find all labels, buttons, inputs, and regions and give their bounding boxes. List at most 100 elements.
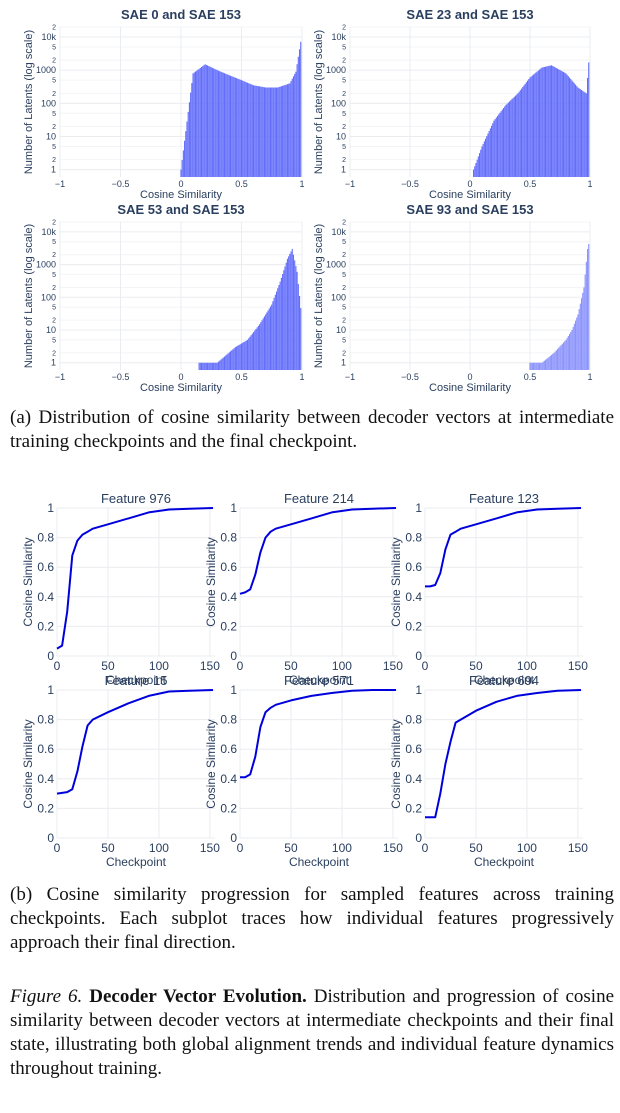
histogram-bar bbox=[205, 64, 207, 177]
histogram-bar bbox=[492, 123, 494, 177]
histogram-bar bbox=[535, 72, 537, 177]
histogram-bar bbox=[193, 72, 195, 177]
histogram-bar bbox=[581, 89, 583, 177]
histogram-bar bbox=[286, 84, 288, 177]
histogram-bar bbox=[242, 342, 244, 370]
y-tick-label: 1 bbox=[47, 683, 54, 697]
x-axis-label: Checkpoint bbox=[106, 673, 167, 687]
histogram-bar bbox=[181, 160, 183, 177]
minor-tick-label: 5 bbox=[52, 44, 56, 51]
histogram-bar bbox=[539, 362, 541, 370]
histogram-bar bbox=[250, 84, 252, 177]
histogram-bar bbox=[204, 362, 206, 370]
histogram-bar bbox=[200, 67, 203, 177]
histogram-bar bbox=[245, 340, 247, 370]
histogram-bar bbox=[283, 270, 285, 370]
histogram-bar bbox=[510, 100, 512, 177]
histogram-bar bbox=[297, 56, 299, 177]
histogram-bar bbox=[294, 260, 296, 370]
histogram-bar bbox=[485, 138, 487, 177]
histogram-bar bbox=[252, 85, 255, 177]
histogram-bar bbox=[298, 49, 301, 177]
histogram-bar bbox=[232, 76, 234, 177]
histogram-bar bbox=[545, 359, 547, 370]
y-axis-label: Cosine Similarity bbox=[389, 719, 403, 808]
histogram-bar bbox=[274, 294, 276, 370]
y-tick-label: 0.2 bbox=[220, 801, 237, 815]
minor-tick-label: 2 bbox=[342, 220, 346, 227]
histogram-bar bbox=[555, 350, 557, 370]
y-tick-label: 0.8 bbox=[220, 713, 237, 727]
minor-tick-label: 5 bbox=[52, 272, 56, 279]
histogram-bar bbox=[202, 362, 204, 370]
y-tick-label: 1 bbox=[51, 165, 56, 175]
histogram-bar bbox=[587, 248, 589, 370]
y-tick-label: 0.8 bbox=[405, 531, 422, 545]
y-tick-label: 1000 bbox=[326, 260, 346, 270]
histogram-bar bbox=[292, 76, 295, 177]
histogram-bar bbox=[528, 79, 530, 177]
histogram-bar bbox=[250, 335, 252, 370]
y-axis-label: Number of Latents (log scale) bbox=[313, 224, 325, 368]
minor-tick-label: 5 bbox=[342, 272, 346, 279]
histogram-bar bbox=[583, 91, 585, 177]
histogram-bar bbox=[255, 85, 257, 177]
histogram-bar bbox=[232, 349, 234, 370]
x-tick-label: 50 bbox=[101, 841, 115, 855]
histogram-bar bbox=[215, 69, 217, 177]
plot-area bbox=[240, 690, 398, 838]
histogram-bar bbox=[257, 325, 259, 370]
histogram-bar bbox=[252, 332, 255, 370]
histogram-bar bbox=[529, 77, 531, 177]
histogram-bar bbox=[284, 85, 286, 177]
histogram-bar bbox=[283, 85, 285, 177]
histogram-bar bbox=[551, 354, 553, 370]
histogram-bar bbox=[531, 75, 533, 177]
minor-tick-label: 5 bbox=[52, 144, 56, 151]
histogram-bar bbox=[290, 251, 292, 370]
histogram-bar bbox=[248, 83, 250, 177]
histogram-bar bbox=[557, 68, 559, 177]
x-tick-label: 0 bbox=[422, 659, 429, 673]
histogram-bar bbox=[230, 75, 232, 177]
histogram-bar bbox=[487, 133, 489, 177]
x-tick-label: 0 bbox=[54, 841, 61, 855]
histogram-bar bbox=[257, 86, 259, 177]
histogram-bar bbox=[207, 65, 209, 177]
y-axis-label: Cosine Similarity bbox=[389, 537, 403, 626]
histogram-bar bbox=[280, 277, 282, 370]
histogram-bar bbox=[184, 140, 186, 177]
histogram-bar bbox=[226, 74, 228, 177]
subplot-title: SAE 23 and SAE 153 bbox=[406, 7, 533, 22]
y-axis-label: Cosine Similarity bbox=[21, 537, 35, 626]
minor-tick-label: 5 bbox=[342, 78, 346, 85]
y-axis-label: Cosine Similarity bbox=[204, 719, 218, 808]
histogram-bar bbox=[228, 75, 230, 177]
histogram-bar bbox=[540, 362, 542, 370]
y-tick-label: 10k bbox=[331, 227, 346, 237]
histogram-bar bbox=[217, 361, 220, 370]
subplot-title: SAE 0 and SAE 153 bbox=[121, 7, 241, 22]
histogram-bar bbox=[582, 90, 584, 177]
histogram-bar bbox=[222, 357, 224, 370]
histogram-bar bbox=[292, 254, 295, 370]
histogram-bar bbox=[530, 362, 532, 370]
histogram-bar bbox=[566, 74, 568, 177]
histogram-bar bbox=[215, 362, 217, 370]
histogram-bar bbox=[190, 92, 192, 177]
histogram-bar bbox=[491, 125, 493, 177]
histogram-bar bbox=[488, 130, 490, 177]
histogram-bar bbox=[563, 342, 565, 370]
histogram-bar bbox=[208, 66, 210, 177]
histogram-bar bbox=[227, 353, 229, 370]
histogram-bar bbox=[495, 117, 497, 177]
histogram-bar bbox=[558, 347, 560, 370]
histogram-bar bbox=[587, 77, 589, 177]
line-chart-2: 0 0.2 0.4 0.6 0.8 1 0 50 100 150 Feature 214 Checkp… bbox=[204, 491, 403, 687]
y-tick-label: 0 bbox=[415, 831, 422, 845]
x-tick-label: 0 bbox=[422, 841, 429, 855]
histogram-bar bbox=[269, 306, 272, 370]
